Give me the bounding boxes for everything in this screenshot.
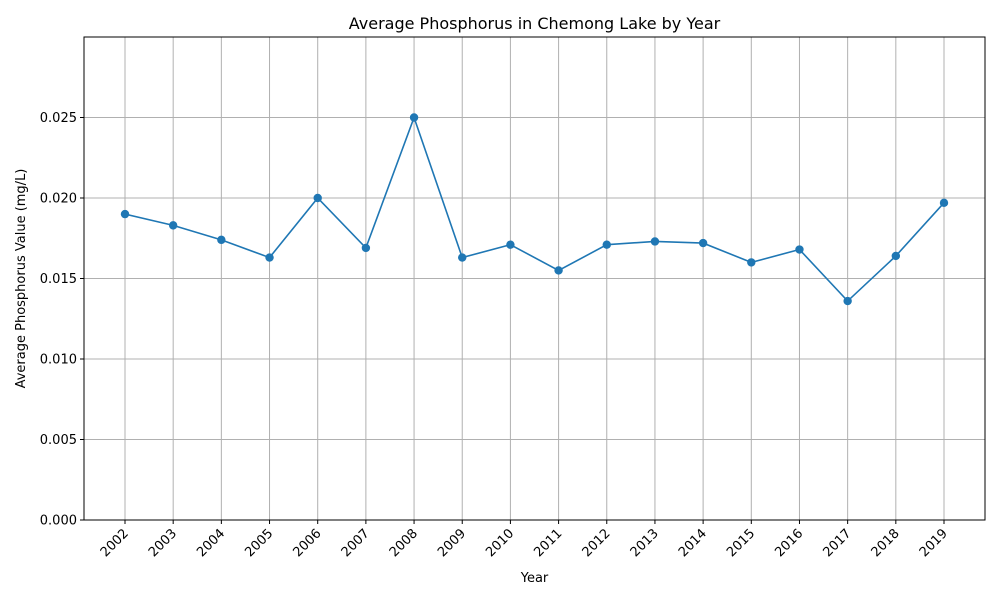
data-point (939, 198, 949, 208)
data-point (458, 253, 467, 262)
y-tick-label: 0.000 (40, 514, 77, 529)
x-tick-label: 2018 (869, 526, 903, 560)
y-tick-label: 0.025 (40, 111, 77, 126)
x-tick-label: 2003 (146, 526, 180, 560)
data-point (891, 251, 901, 261)
x-tick-label: 2013 (628, 526, 662, 560)
x-tick-label: 2017 (820, 526, 854, 560)
x-tick-label: 2008 (387, 526, 421, 560)
data-point (313, 193, 322, 203)
x-axis-label: Year (520, 571, 549, 586)
x-tick-label: 2016 (772, 526, 806, 560)
data-point (747, 258, 756, 267)
data-point (795, 245, 804, 254)
x-tick-label: 2012 (580, 526, 614, 560)
y-tick-label: 0.005 (40, 433, 77, 448)
x-tick-label: 2007 (339, 526, 373, 560)
x-tick-label: 2010 (483, 526, 517, 560)
x-tick-label: 2019 (917, 526, 951, 560)
y-axis: 0.000 0.005 0.010 0.015 0.020 0.025 (40, 111, 84, 529)
data-point (843, 296, 852, 306)
data-point (120, 209, 130, 219)
y-tick-label: 0.010 (40, 353, 77, 368)
x-axis: 2002 2003 2004 2005 2006 2007 2008 2009 2010 2011… (98, 520, 951, 560)
x-tick-label: 2002 (98, 526, 132, 560)
y-tick-label: 0.020 (40, 192, 77, 207)
data-point (602, 240, 611, 249)
data-point (554, 266, 563, 275)
series-line (124, 115, 945, 303)
y-axis-label: Average Phosphorus Value (mg/L) (14, 169, 29, 389)
x-tick-label: 2004 (194, 526, 228, 560)
data-point (506, 240, 515, 249)
data-point (265, 253, 274, 262)
x-tick-label: 2009 (435, 526, 469, 560)
x-tick-label: 2011 (531, 526, 565, 560)
series-layer (120, 113, 949, 306)
x-tick-label: 2005 (242, 526, 276, 560)
x-tick-label: 2006 (291, 526, 325, 560)
data-point (650, 237, 660, 246)
grid (84, 37, 985, 521)
data-point (217, 235, 226, 245)
chart-title: Average Phosphorus in Chemong Lake by Ye… (349, 14, 721, 33)
x-tick-label: 2015 (724, 526, 758, 560)
data-point (168, 221, 178, 230)
data-point (409, 113, 419, 122)
data-point (361, 243, 371, 253)
data-point (698, 238, 708, 248)
x-tick-label: 2014 (676, 526, 710, 560)
y-tick-label: 0.015 (40, 272, 77, 287)
